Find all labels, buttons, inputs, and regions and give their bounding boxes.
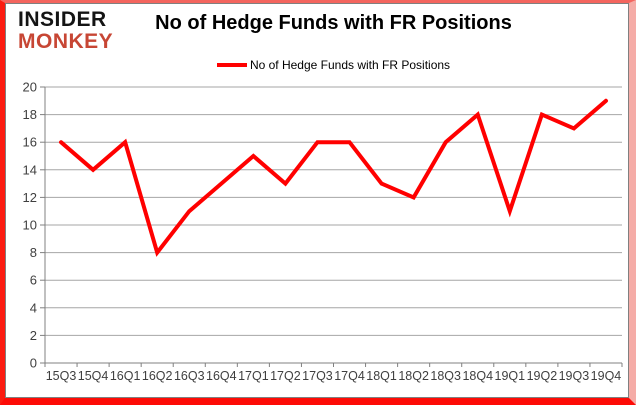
x-axis-tick-label: 18Q2 bbox=[398, 369, 429, 383]
chart-title: No of Hedge Funds with FR Positions bbox=[155, 12, 512, 34]
chart-canvas: INSIDER MONKEY No of Hedge Funds with FR… bbox=[5, 3, 629, 398]
x-axis-tick-label: 18Q3 bbox=[430, 369, 461, 383]
x-axis-tick-label: 19Q3 bbox=[559, 369, 590, 383]
y-axis-tick-label: 6 bbox=[30, 273, 37, 288]
y-axis-tick-label: 20 bbox=[23, 80, 37, 95]
y-axis-tick-label: 8 bbox=[30, 245, 37, 260]
series-line bbox=[59, 98, 608, 257]
y-axis-tick-label: 10 bbox=[23, 218, 37, 233]
x-axis-tick-label: 16Q2 bbox=[142, 369, 173, 383]
chart-legend: No of Hedge Funds with FR Positions bbox=[45, 58, 622, 72]
x-axis-tick-label: 17Q2 bbox=[270, 369, 301, 383]
y-axis-tick-label: 18 bbox=[23, 107, 37, 122]
x-axis-tick-label: 16Q4 bbox=[206, 369, 237, 383]
x-axis-tick-label: 16Q3 bbox=[174, 369, 205, 383]
y-axis-tick-label: 4 bbox=[30, 300, 37, 315]
x-axis-tick-label: 15Q4 bbox=[78, 369, 109, 383]
x-axis-tick-label: 16Q1 bbox=[110, 369, 141, 383]
y-axis-tick-label: 0 bbox=[30, 356, 37, 371]
x-axis-tick-label: 17Q4 bbox=[334, 369, 365, 383]
x-axis-tick-label: 17Q3 bbox=[302, 369, 333, 383]
y-axis-tick-label: 16 bbox=[23, 135, 37, 150]
logo-monkey-text: MONKEY bbox=[18, 30, 114, 53]
x-axis-tick-label: 18Q1 bbox=[366, 369, 397, 383]
x-axis-tick-label: 17Q1 bbox=[238, 369, 269, 383]
logo-insider-text: INSIDER bbox=[18, 8, 107, 31]
x-axis-tick-label: 19Q1 bbox=[495, 369, 526, 383]
x-axis-tick-label: 15Q3 bbox=[46, 369, 77, 383]
y-axis-tick-label: 2 bbox=[30, 328, 37, 343]
x-axis-tick-label: 19Q4 bbox=[591, 369, 622, 383]
y-axis-tick-label: 12 bbox=[23, 190, 37, 205]
x-axis-tick-label: 19Q2 bbox=[527, 369, 558, 383]
y-axis-tick-label: 14 bbox=[23, 162, 37, 177]
legend-label: No of Hedge Funds with FR Positions bbox=[249, 58, 451, 72]
insider-monkey-logo: INSIDER MONKEY bbox=[18, 9, 113, 52]
legend-line-swatch bbox=[216, 63, 247, 67]
x-axis-tick-label: 18Q4 bbox=[462, 369, 493, 383]
line-chart-plot: 0 2 4 6 8 10 12 14 16 18 20 15Q3 15Q4 16Q1 16Q2 16Q3 16Q… bbox=[23, 80, 623, 383]
